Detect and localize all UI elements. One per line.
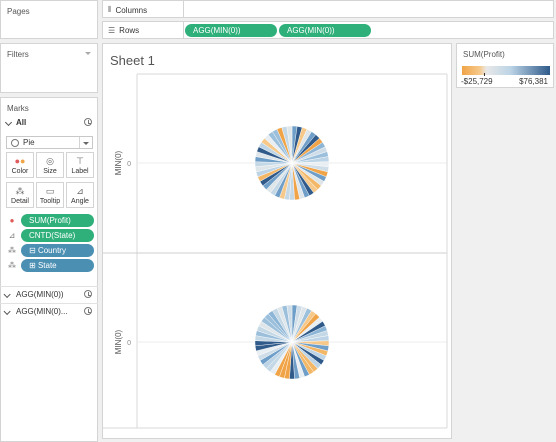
color-button[interactable]: ●● Color — [6, 152, 34, 178]
cntd-state-pill[interactable]: CNTD(State) — [21, 229, 94, 242]
legend-max: $76,381 — [519, 77, 548, 86]
angle-icon: ⊿ — [76, 186, 84, 196]
detail-icon: ⁂ — [8, 261, 16, 270]
marks-section-1-label: AGG(MIN(0)) — [16, 290, 64, 299]
sum-profit-pill[interactable]: SUM(Profit) — [21, 214, 94, 227]
rows-icon: ☰ — [108, 26, 116, 35]
tick-label-bottom: 0 — [127, 340, 131, 347]
rows-pill-1[interactable]: AGG(MIN(0)) — [185, 24, 277, 37]
columns-shelf[interactable]: ⦀ Columns — [102, 0, 554, 18]
pages-title: Pages — [7, 7, 30, 16]
color-dots-icon: ●● — [14, 156, 26, 166]
marks-section-2[interactable]: AGG(MIN(0)... — [3, 307, 68, 316]
detail-icon: ⁂ — [8, 246, 16, 255]
pie-chart-icon — [11, 139, 19, 147]
tooltip-icon: ▭ — [45, 186, 55, 196]
pie-slice[interactable] — [286, 304, 293, 343]
rows-shelf[interactable]: ☰ Rows AGG(MIN(0)) AGG(MIN(0)) — [102, 21, 554, 39]
rows-drop-area[interactable] — [183, 22, 553, 38]
pie-clock-icon — [84, 118, 92, 126]
tick-label-top: 0 — [127, 161, 131, 168]
columns-shelf-label: ⦀ Columns — [108, 5, 147, 15]
angle-button[interactable]: ⊿ Angle — [66, 182, 94, 208]
legend-min: -$25,729 — [461, 77, 493, 86]
sheet-view[interactable]: Sheet 1 MIN(0) MIN(0) 0 0 — [102, 43, 452, 439]
legend-title: SUM(Profit) — [463, 50, 505, 59]
mark-field-state[interactable]: ⁂ ⊞ State — [6, 259, 94, 273]
mark-field-country[interactable]: ⁂ ⊟ Country — [6, 244, 94, 258]
sheet-title: Sheet 1 — [110, 53, 155, 68]
axis-label-top: MIN(0) — [114, 150, 123, 175]
legend-zero-tick — [484, 73, 485, 76]
rows-shelf-label: ☰ Rows — [108, 26, 139, 35]
color-legend[interactable]: SUM(Profit) -$25,729 $76,381 — [456, 43, 554, 88]
chevron-up-icon — [4, 118, 13, 127]
marks-all-label: All — [16, 118, 27, 127]
angle-button-label: Angle — [71, 198, 89, 205]
pie-chart-bottom[interactable] — [254, 304, 330, 380]
filters-panel[interactable]: Filters — [0, 43, 98, 93]
state-pill[interactable]: ⊞ State — [21, 259, 94, 272]
legend-gradient — [462, 66, 550, 75]
color-dots-icon: ● — [9, 216, 15, 225]
filters-title: Filters — [7, 50, 29, 59]
chevron-down-icon[interactable] — [85, 52, 91, 55]
color-button-label: Color — [11, 168, 29, 175]
marks-all-section[interactable]: All — [4, 118, 94, 127]
label-button[interactable]: ⊤ Label — [66, 152, 94, 178]
columns-label-text: Columns — [115, 5, 148, 15]
country-pill-label: Country — [37, 246, 66, 255]
axis-label-bottom: MIN(0) — [114, 329, 123, 354]
pie-slice[interactable] — [286, 125, 293, 164]
detail-button[interactable]: ⁂ Detail — [6, 182, 34, 208]
marks-section-1[interactable]: AGG(MIN(0)) — [3, 290, 64, 299]
tooltip-button[interactable]: ▭ Tooltip — [36, 182, 64, 208]
pages-panel[interactable]: Pages — [0, 0, 98, 39]
pie-clock-icon — [84, 290, 92, 298]
label-icon: ⊤ — [76, 156, 84, 166]
detail-icon: ⁂ — [15, 186, 25, 196]
sheet-canvas: MIN(0) MIN(0) 0 0 — [103, 73, 448, 429]
size-button-label: Size — [43, 168, 57, 175]
mark-type-label: Pie — [23, 138, 35, 147]
chevron-down-icon — [3, 290, 11, 299]
expand-icon: ⊞ — [29, 261, 36, 270]
angle-icon: ⊿ — [8, 231, 16, 240]
chevron-down-icon — [3, 307, 11, 316]
country-pill[interactable]: ⊟ Country — [21, 244, 94, 257]
marks-title: Marks — [7, 104, 29, 113]
pie-chart-top[interactable] — [254, 125, 330, 201]
mark-field-cntd-state[interactable]: ⊿ CNTD(State) — [6, 229, 94, 243]
collapse-icon: ⊟ — [29, 246, 36, 255]
state-pill-label: State — [37, 261, 57, 270]
marks-section-2-label: AGG(MIN(0)... — [16, 307, 68, 316]
rows-pill-2[interactable]: AGG(MIN(0)) — [279, 24, 371, 37]
mark-type-dropdown[interactable]: Pie — [6, 136, 93, 149]
label-button-label: Label — [71, 168, 89, 175]
columns-icon: ⦀ — [108, 5, 112, 14]
size-button[interactable]: ◎ Size — [36, 152, 64, 178]
columns-drop-area[interactable] — [183, 1, 553, 17]
detail-button-label: Detail — [11, 198, 29, 205]
chevron-down-icon — [83, 142, 89, 145]
mark-field-sum-profit[interactable]: ● SUM(Profit) — [6, 214, 94, 228]
size-icon: ◎ — [46, 156, 54, 166]
rows-label-text: Rows — [119, 26, 140, 35]
tooltip-button-label: Tooltip — [39, 198, 61, 205]
pie-clock-icon — [84, 307, 92, 315]
